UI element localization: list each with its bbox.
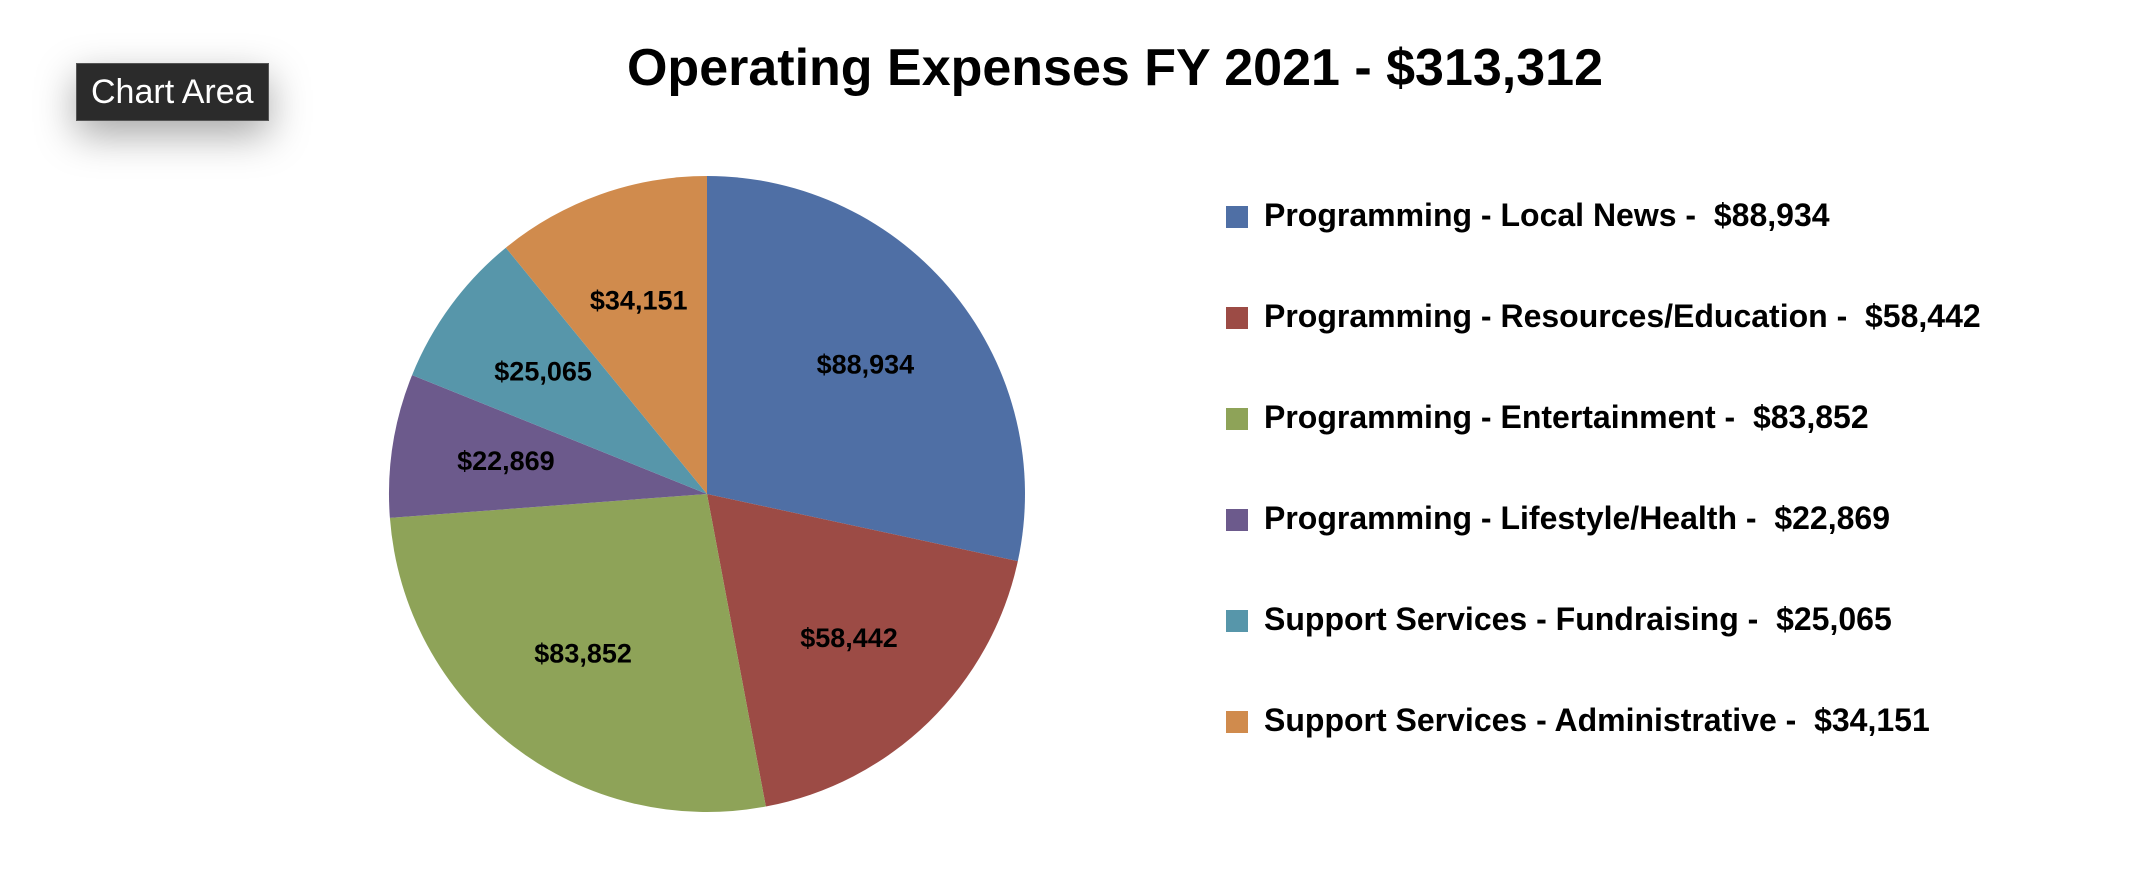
chart-legend: Programming - Local News - $88,934 Progr… <box>1226 190 1981 796</box>
legend-label: Support Services - Fundraising - $25,065 <box>1264 601 1892 637</box>
legend-swatch <box>1226 408 1248 430</box>
pie-slice[interactable] <box>388 375 707 518</box>
legend-label: Programming - Lifestyle/Health - $22,869 <box>1264 500 1890 536</box>
slice-data-label: $88,934 <box>817 349 915 379</box>
chart-area-tooltip: Chart Area <box>76 63 269 121</box>
slice-data-label: $83,852 <box>534 639 632 669</box>
pie-slice[interactable] <box>505 176 707 494</box>
legend-item: Support Services - Fundraising - $25,065 <box>1226 594 1981 695</box>
slice-data-label: $22,869 <box>457 446 555 476</box>
legend-item: Programming - Resources/Education - $58,… <box>1226 291 1981 392</box>
legend-item: Programming - Local News - $88,934 <box>1226 190 1981 291</box>
legend-label: Programming - Resources/Education - $58,… <box>1264 298 1981 334</box>
legend-swatch <box>1226 307 1248 329</box>
legend-label: Programming - Entertainment - $83,852 <box>1264 399 1869 435</box>
pie-slice[interactable] <box>412 247 707 494</box>
legend-swatch <box>1226 610 1248 632</box>
legend-item: Programming - Entertainment - $83,852 <box>1226 392 1981 493</box>
slice-data-label: $25,065 <box>494 356 592 386</box>
slice-data-label: $34,151 <box>590 285 688 315</box>
legend-swatch <box>1226 509 1248 531</box>
chart-title: Operating Expenses FY 2021 - $313,312 <box>626 39 1603 97</box>
legend-label: Programming - Local News - $88,934 <box>1264 197 1830 233</box>
legend-swatch <box>1226 206 1248 228</box>
pie-slice[interactable] <box>707 494 1018 807</box>
legend-item: Support Services - Administrative - $34,… <box>1226 695 1981 796</box>
legend-swatch <box>1226 711 1248 733</box>
pie-slice[interactable] <box>707 176 1025 562</box>
legend-item: Programming - Lifestyle/Health - $22,869 <box>1226 493 1981 594</box>
slice-data-label: $58,442 <box>800 623 898 653</box>
legend-label: Support Services - Administrative - $34,… <box>1264 702 1930 738</box>
pie-slice[interactable] <box>389 494 766 813</box>
